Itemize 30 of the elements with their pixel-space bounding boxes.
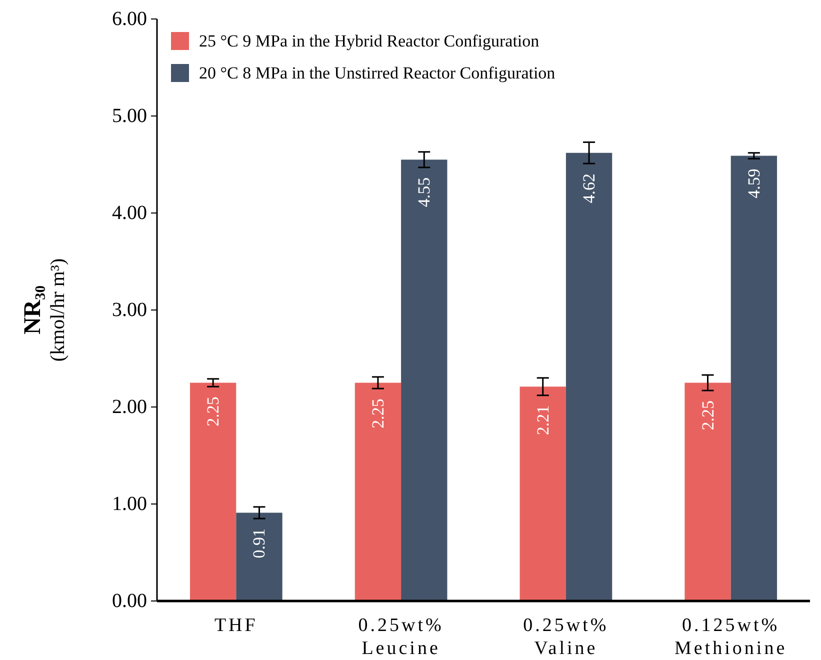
- legend-label: 25 °C 9 MPa in the Hybrid Reactor Configuration: [199, 32, 540, 50]
- bar: [236, 512, 282, 601]
- y-tick-label: 0.00: [112, 590, 147, 612]
- x-tick-label: 0.125wt% Methionine: [674, 615, 788, 659]
- data-label: 0.91: [250, 528, 269, 558]
- y-tick-label: 5.00: [112, 105, 147, 127]
- y-tick-label: 1.00: [112, 493, 147, 515]
- bar: [684, 382, 731, 601]
- data-label: 4.55: [414, 177, 434, 208]
- data-label: 2.25: [368, 398, 388, 428]
- data-label: 2.25: [204, 396, 223, 426]
- y-tick-label: 2.00: [112, 396, 147, 418]
- bar: [190, 382, 236, 601]
- y-tick-label: 6.00: [112, 8, 147, 30]
- bar: [730, 156, 778, 601]
- y-axis-title: NR₃₀ (kmol/hr m³): [20, 258, 69, 362]
- legend-label: 20 °C 8 MPa in the Unstirred Reactor Configuration: [199, 64, 556, 82]
- data-label: 2.25: [698, 400, 718, 430]
- bar: [354, 382, 402, 601]
- data-label: 4.62: [580, 174, 599, 204]
- y-tick-label: 3.00: [112, 299, 147, 321]
- bar: [520, 386, 566, 601]
- bar: [401, 160, 448, 601]
- data-label: 4.59: [744, 168, 764, 198]
- data-label: 2.21: [533, 405, 552, 436]
- bar: [566, 152, 612, 601]
- x-tick-label: 0.25wt% Leucine: [358, 615, 444, 659]
- x-tick-label: THF: [214, 615, 258, 636]
- y-tick-label: 4.00: [112, 202, 147, 224]
- x-tick-label: 0.25wt% Valine: [523, 615, 609, 659]
